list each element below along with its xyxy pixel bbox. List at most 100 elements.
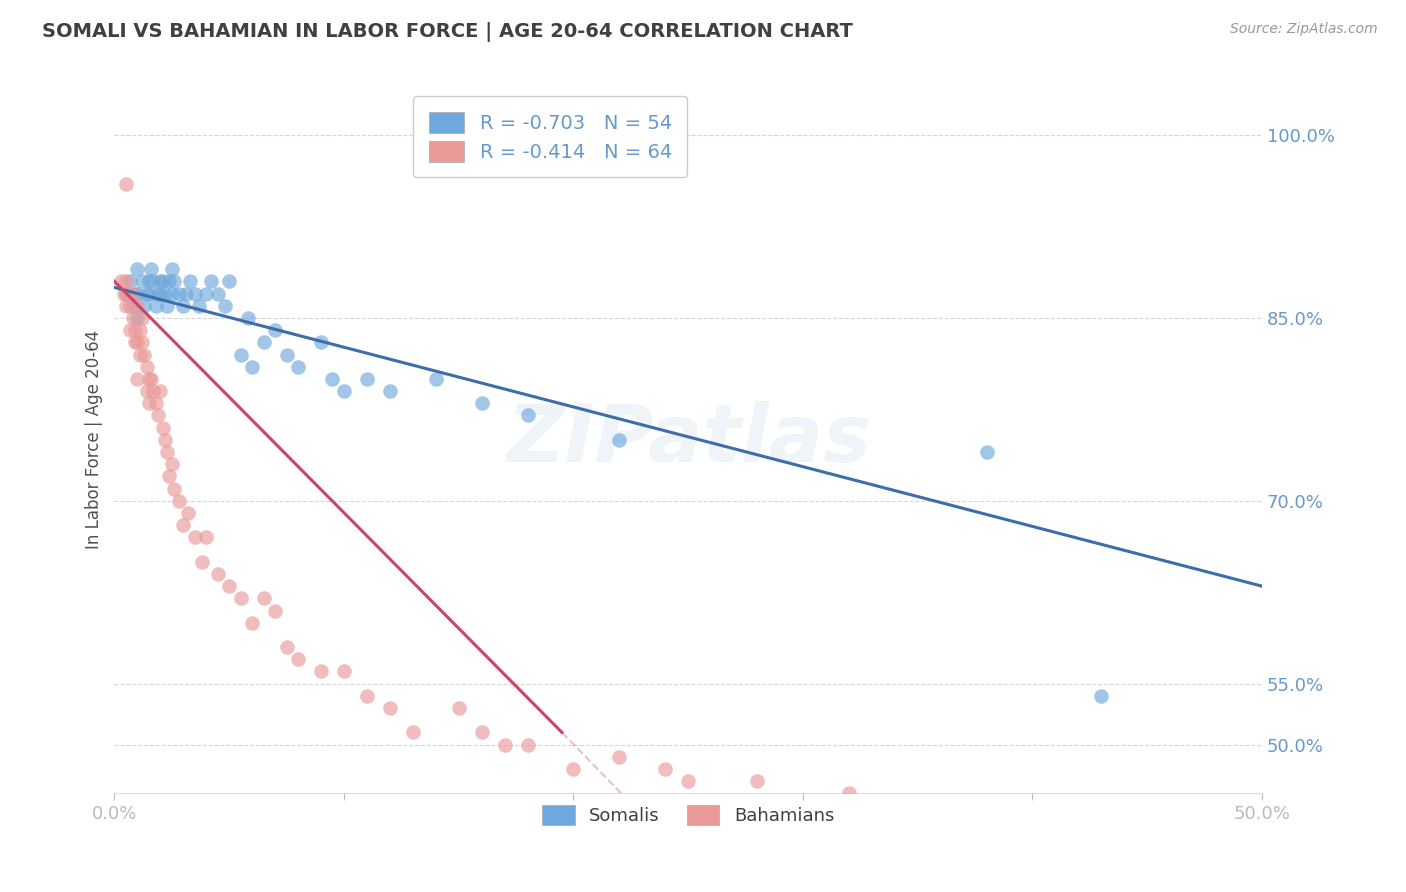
Point bbox=[115, 274, 138, 288]
Point bbox=[184, 530, 207, 544]
Point bbox=[976, 445, 998, 459]
Point bbox=[378, 701, 401, 715]
Point bbox=[152, 274, 174, 288]
Point bbox=[117, 286, 139, 301]
Point bbox=[149, 274, 172, 288]
Point bbox=[356, 689, 378, 703]
Point bbox=[120, 323, 142, 337]
Point bbox=[127, 372, 149, 386]
Point bbox=[252, 335, 274, 350]
Point bbox=[142, 274, 165, 288]
Point bbox=[471, 725, 494, 739]
Point bbox=[309, 665, 332, 679]
Text: SOMALI VS BAHAMIAN IN LABOR FORCE | AGE 20-64 CORRELATION CHART: SOMALI VS BAHAMIAN IN LABOR FORCE | AGE … bbox=[42, 22, 853, 42]
Point bbox=[214, 299, 236, 313]
Point bbox=[195, 286, 218, 301]
Point bbox=[138, 372, 160, 386]
Point bbox=[218, 274, 240, 288]
Point bbox=[607, 433, 630, 447]
Point bbox=[110, 274, 132, 288]
Point bbox=[160, 262, 183, 277]
Point bbox=[167, 286, 190, 301]
Point bbox=[128, 323, 150, 337]
Point bbox=[356, 372, 378, 386]
Point bbox=[146, 286, 169, 301]
Point bbox=[516, 738, 538, 752]
Point bbox=[654, 762, 676, 776]
Point bbox=[121, 299, 143, 313]
Point bbox=[838, 786, 860, 800]
Point bbox=[149, 286, 172, 301]
Point bbox=[127, 335, 149, 350]
Point bbox=[160, 457, 183, 471]
Point bbox=[333, 665, 356, 679]
Point bbox=[494, 738, 516, 752]
Point bbox=[146, 409, 169, 423]
Point bbox=[135, 359, 157, 374]
Point bbox=[131, 310, 153, 325]
Point bbox=[516, 409, 538, 423]
Point bbox=[156, 445, 179, 459]
Point bbox=[128, 347, 150, 361]
Point bbox=[124, 335, 146, 350]
Point bbox=[188, 299, 211, 313]
Point bbox=[139, 262, 162, 277]
Point bbox=[333, 384, 356, 398]
Point bbox=[207, 566, 229, 581]
Point bbox=[127, 262, 149, 277]
Point bbox=[240, 359, 263, 374]
Point bbox=[127, 286, 149, 301]
Point bbox=[562, 762, 585, 776]
Point bbox=[179, 274, 201, 288]
Point bbox=[124, 286, 146, 301]
Point bbox=[172, 518, 194, 533]
Point bbox=[172, 299, 194, 313]
Point bbox=[142, 384, 165, 398]
Point bbox=[121, 310, 143, 325]
Point bbox=[138, 274, 160, 288]
Point bbox=[149, 384, 172, 398]
Point bbox=[131, 274, 153, 288]
Point bbox=[152, 420, 174, 434]
Point bbox=[218, 579, 240, 593]
Point bbox=[425, 372, 447, 386]
Point bbox=[135, 384, 157, 398]
Point bbox=[402, 725, 425, 739]
Point bbox=[159, 274, 181, 288]
Point bbox=[115, 286, 138, 301]
Point bbox=[195, 530, 218, 544]
Point bbox=[163, 482, 186, 496]
Point bbox=[138, 286, 160, 301]
Point bbox=[115, 177, 138, 191]
Point bbox=[276, 640, 298, 654]
Point bbox=[145, 396, 167, 410]
Point bbox=[120, 274, 142, 288]
Point bbox=[138, 396, 160, 410]
Point bbox=[184, 286, 207, 301]
Point bbox=[1090, 689, 1112, 703]
Point bbox=[264, 323, 287, 337]
Point bbox=[153, 286, 176, 301]
Point bbox=[276, 347, 298, 361]
Point bbox=[177, 506, 200, 520]
Point bbox=[163, 274, 186, 288]
Point bbox=[378, 384, 401, 398]
Point bbox=[607, 749, 630, 764]
Point bbox=[134, 299, 156, 313]
Point bbox=[131, 335, 153, 350]
Y-axis label: In Labor Force | Age 20-64: In Labor Force | Age 20-64 bbox=[86, 330, 103, 549]
Point bbox=[190, 555, 212, 569]
Point bbox=[135, 286, 157, 301]
Point bbox=[321, 372, 343, 386]
Point bbox=[127, 299, 149, 313]
Point bbox=[207, 286, 229, 301]
Point bbox=[139, 372, 162, 386]
Point bbox=[229, 591, 252, 606]
Point bbox=[153, 433, 176, 447]
Point bbox=[229, 347, 252, 361]
Point bbox=[264, 603, 287, 617]
Text: Source: ZipAtlas.com: Source: ZipAtlas.com bbox=[1230, 22, 1378, 37]
Point bbox=[676, 774, 699, 789]
Point bbox=[252, 591, 274, 606]
Point bbox=[112, 286, 135, 301]
